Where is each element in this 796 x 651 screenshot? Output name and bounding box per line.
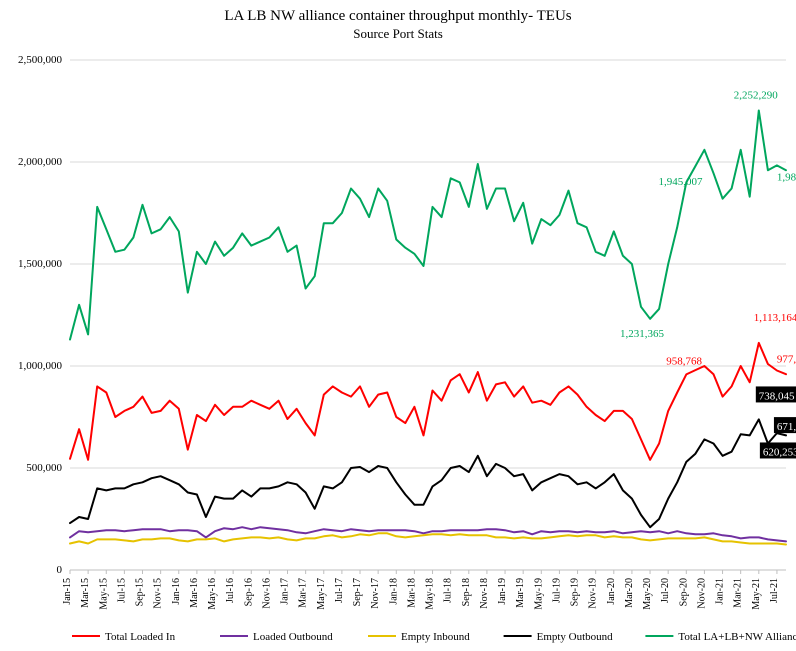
- xtick-label: Jul-18: [443, 578, 454, 603]
- annotation-label: 958,768: [666, 355, 702, 367]
- xtick-label: Jan-15: [62, 578, 73, 605]
- xtick-label: Jan-18: [388, 578, 399, 605]
- legend-label: Total Loaded In: [105, 631, 176, 643]
- xtick-label: Sep-15: [135, 578, 146, 606]
- ytick-label: 0: [57, 564, 63, 576]
- xtick-label: Sep-20: [678, 578, 689, 606]
- xtick-label: May-15: [98, 578, 109, 610]
- xtick-label: Jan-21: [715, 578, 726, 605]
- xtick-label: Jan-19: [497, 578, 508, 605]
- xtick-label: Mar-20: [624, 578, 635, 608]
- xtick-label: Sep-19: [570, 578, 581, 606]
- annotation-label: 1,231,365: [620, 328, 665, 340]
- xtick-label: Jul-19: [551, 578, 562, 603]
- xtick-label: Mar-18: [406, 578, 417, 608]
- xtick-label: May-17: [316, 578, 327, 610]
- ytick-label: 2,500,000: [18, 54, 63, 66]
- xtick-label: May-18: [425, 578, 436, 610]
- xtick-label: Nov-17: [370, 578, 381, 609]
- xtick-label: Mar-15: [80, 578, 91, 608]
- xtick-label: Jan-16: [171, 578, 182, 605]
- xtick-label: Sep-17: [352, 578, 363, 606]
- series-empty-outbound: [70, 419, 786, 527]
- annotation-label: 738,045: [759, 390, 795, 402]
- ytick-label: 1,000,000: [18, 360, 63, 372]
- xtick-label: Jul-16: [225, 578, 236, 603]
- xtick-label: Mar-16: [189, 578, 200, 608]
- xtick-label: May-16: [207, 578, 218, 610]
- series-total-la-lb-nw-alliance: [70, 111, 786, 340]
- series-empty-inbound: [70, 533, 786, 544]
- xtick-label: Jul-17: [334, 578, 345, 603]
- xtick-label: Nov-18: [479, 578, 490, 609]
- chart-subtitle: Source Port Stats: [353, 26, 443, 41]
- chart-container: LA LB NW alliance container throughput m…: [0, 0, 796, 651]
- xtick-label: Mar-19: [515, 578, 526, 608]
- xtick-label: Jul-21: [769, 578, 780, 603]
- xtick-label: Jul-20: [660, 578, 671, 603]
- xtick-label: Sep-18: [461, 578, 472, 606]
- ytick-label: 2,000,000: [18, 156, 63, 168]
- xtick-label: Jul-15: [116, 578, 127, 603]
- xtick-label: May-19: [533, 578, 544, 610]
- annotation-label: 1,113,164: [754, 312, 796, 324]
- xtick-label: Mar-21: [733, 578, 744, 608]
- annotation-label: 671,075: [777, 421, 796, 433]
- ytick-label: 500,000: [26, 462, 62, 474]
- legend-label: Total LA+LB+NW Alliance: [678, 631, 796, 643]
- annotation-label: 1,945,007: [658, 176, 703, 188]
- ytick-label: 1,500,000: [18, 258, 63, 270]
- legend-label: Empty Outbound: [537, 631, 614, 643]
- annotation-label: 2,252,290: [734, 90, 779, 102]
- annotation-label: 620,253: [763, 446, 796, 458]
- legend-label: Empty Inbound: [401, 631, 470, 643]
- annotation-label: 977,933: [777, 354, 796, 366]
- legend-label: Loaded Outbound: [253, 631, 333, 643]
- xtick-label: Nov-16: [261, 578, 272, 609]
- chart-title: LA LB NW alliance container throughput m…: [224, 8, 571, 24]
- xtick-label: May-20: [642, 578, 653, 610]
- xtick-label: Nov-20: [696, 578, 707, 609]
- annotation-label: 1,983,239: [777, 171, 796, 183]
- xtick-label: Nov-19: [588, 578, 599, 609]
- xtick-label: Jan-17: [280, 578, 291, 605]
- xtick-label: Mar-17: [298, 578, 309, 608]
- xtick-label: Nov-15: [153, 578, 164, 609]
- xtick-label: May-21: [751, 578, 762, 610]
- xtick-label: Sep-16: [243, 578, 254, 606]
- xtick-label: Jan-20: [606, 578, 617, 605]
- chart-svg: LA LB NW alliance container throughput m…: [0, 0, 796, 651]
